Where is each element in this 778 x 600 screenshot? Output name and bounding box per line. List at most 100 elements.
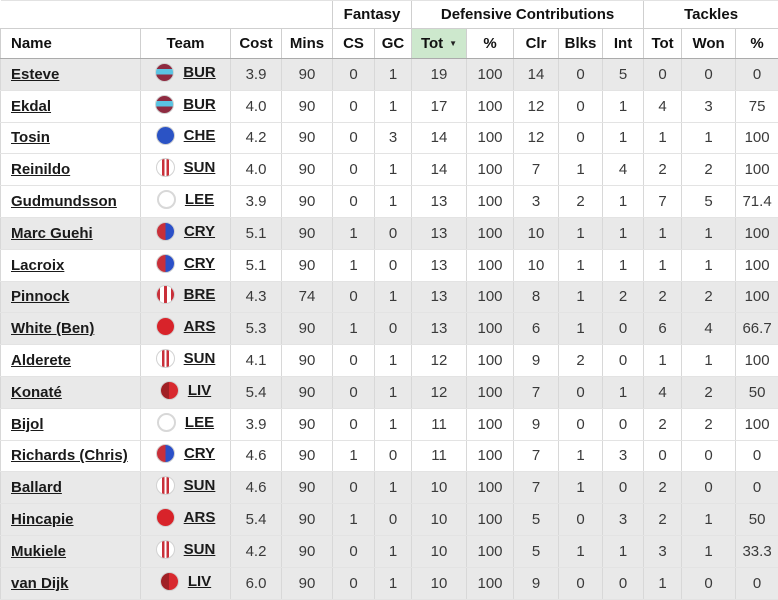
player-name-link[interactable]: Pinnock <box>11 288 69 305</box>
cell-clr: 9 <box>514 408 559 440</box>
player-name-link[interactable]: van Dijk <box>11 575 69 592</box>
team-link[interactable]: LEE <box>185 191 214 208</box>
cell-team: CRY <box>141 217 231 249</box>
player-name-link[interactable]: Esteve <box>11 66 59 83</box>
team-link[interactable]: LIV <box>188 382 211 399</box>
cell-mins: 90 <box>282 440 333 472</box>
player-name-link[interactable]: Ballard <box>11 479 62 496</box>
cell-gc: 1 <box>375 90 412 122</box>
cell-tk-won: 1 <box>682 504 736 536</box>
group-tackles: Tackles <box>644 1 778 29</box>
team-link[interactable]: ARS <box>184 509 216 526</box>
header-tackles-percent[interactable]: % <box>736 29 778 59</box>
cell-cost: 4.0 <box>231 90 282 122</box>
cell-mins: 90 <box>282 472 333 504</box>
team-link[interactable]: SUN <box>184 350 216 367</box>
player-name-link[interactable]: Reinildo <box>11 161 70 178</box>
team-link[interactable]: BRE <box>184 286 216 303</box>
team-link[interactable]: LEE <box>185 414 214 431</box>
team-link[interactable]: SUN <box>184 159 216 176</box>
header-dc-percent[interactable]: % <box>467 29 514 59</box>
cell-tk-tot: 1 <box>644 217 682 249</box>
cell-mins: 90 <box>282 122 333 154</box>
cell-gc: 1 <box>375 59 412 91</box>
team-link[interactable]: BUR <box>183 96 216 113</box>
header-mins[interactable]: Mins <box>282 29 333 59</box>
player-name-link[interactable]: Hincapie <box>11 511 74 528</box>
cell-mins: 90 <box>282 345 333 377</box>
cell-tk-won: 0 <box>682 59 736 91</box>
header-tackles-total[interactable]: Tot <box>644 29 682 59</box>
cell-mins: 90 <box>282 313 333 345</box>
cell-tk-won: 0 <box>682 567 736 599</box>
team-link[interactable]: CHE <box>184 127 216 144</box>
cell-mins: 90 <box>282 154 333 186</box>
cell-gc: 1 <box>375 408 412 440</box>
cell-dc-tot: 14 <box>412 154 467 186</box>
player-name-link[interactable]: Bijol <box>11 416 44 433</box>
cell-dc-pct: 100 <box>467 535 514 567</box>
player-name-link[interactable]: Alderete <box>11 352 71 369</box>
team-link[interactable]: ARS <box>184 318 216 335</box>
cell-clr: 9 <box>514 567 559 599</box>
cell-tk-tot: 2 <box>644 154 682 186</box>
cell-cost: 4.2 <box>231 122 282 154</box>
cell-cs: 1 <box>333 249 375 281</box>
cell-player-name: Bijol <box>1 408 141 440</box>
cell-int: 3 <box>603 440 644 472</box>
team-link[interactable]: CRY <box>184 255 215 272</box>
cell-tk-tot: 0 <box>644 440 682 472</box>
cell-dc-tot: 10 <box>412 567 467 599</box>
cell-tk-pct: 100 <box>736 345 778 377</box>
cell-mins: 90 <box>282 186 333 218</box>
player-name-link[interactable]: Gudmundsson <box>11 193 117 210</box>
header-cost[interactable]: Cost <box>231 29 282 59</box>
player-name-link[interactable]: White (Ben) <box>11 320 94 337</box>
cell-tk-tot: 4 <box>644 90 682 122</box>
cell-int: 1 <box>603 186 644 218</box>
cell-dc-pct: 100 <box>467 186 514 218</box>
header-name[interactable]: Name <box>1 29 141 59</box>
cell-team: BUR <box>141 59 231 91</box>
cell-mins: 90 <box>282 408 333 440</box>
cell-dc-pct: 100 <box>467 472 514 504</box>
header-dc-total-sorted[interactable]: Tot ▼ <box>412 29 467 59</box>
player-name-link[interactable]: Marc Guehi <box>11 225 93 242</box>
team-link[interactable]: BUR <box>183 64 216 81</box>
cell-team: SUN <box>141 535 231 567</box>
header-tackles-won[interactable]: Won <box>682 29 736 59</box>
header-goals-conceded[interactable]: GC <box>375 29 412 59</box>
player-name-link[interactable]: Mukiele <box>11 543 66 560</box>
cell-tk-pct: 66.7 <box>736 313 778 345</box>
header-dc-total-label: Tot <box>421 35 443 52</box>
team-link[interactable]: SUN <box>184 477 216 494</box>
team-link[interactable]: CRY <box>184 223 215 240</box>
cell-player-name: Lacroix <box>1 249 141 281</box>
header-team[interactable]: Team <box>141 29 231 59</box>
cell-clr: 5 <box>514 535 559 567</box>
cell-mins: 90 <box>282 376 333 408</box>
cell-player-name: Hincapie <box>1 504 141 536</box>
header-blocks[interactable]: Blks <box>559 29 603 59</box>
player-name-link[interactable]: Richards (Chris) <box>11 447 128 464</box>
cell-cs: 0 <box>333 186 375 218</box>
team-badge-sun-icon <box>156 540 175 559</box>
header-clearances[interactable]: Clr <box>514 29 559 59</box>
cell-dc-pct: 100 <box>467 440 514 472</box>
cell-tk-won: 1 <box>682 535 736 567</box>
cell-tk-pct: 50 <box>736 376 778 408</box>
cell-blks: 1 <box>559 154 603 186</box>
player-name-link[interactable]: Konaté <box>11 384 62 401</box>
cell-cost: 4.3 <box>231 281 282 313</box>
cell-tk-tot: 2 <box>644 472 682 504</box>
player-name-link[interactable]: Ekdal <box>11 98 51 115</box>
team-link[interactable]: CRY <box>184 445 215 462</box>
cell-int: 0 <box>603 313 644 345</box>
team-link[interactable]: SUN <box>184 541 216 558</box>
header-clean-sheets[interactable]: CS <box>333 29 375 59</box>
player-name-link[interactable]: Lacroix <box>11 257 64 274</box>
team-link[interactable]: LIV <box>188 573 211 590</box>
header-interceptions[interactable]: Int <box>603 29 644 59</box>
player-name-link[interactable]: Tosin <box>11 129 50 146</box>
sort-descending-icon: ▼ <box>449 39 457 48</box>
